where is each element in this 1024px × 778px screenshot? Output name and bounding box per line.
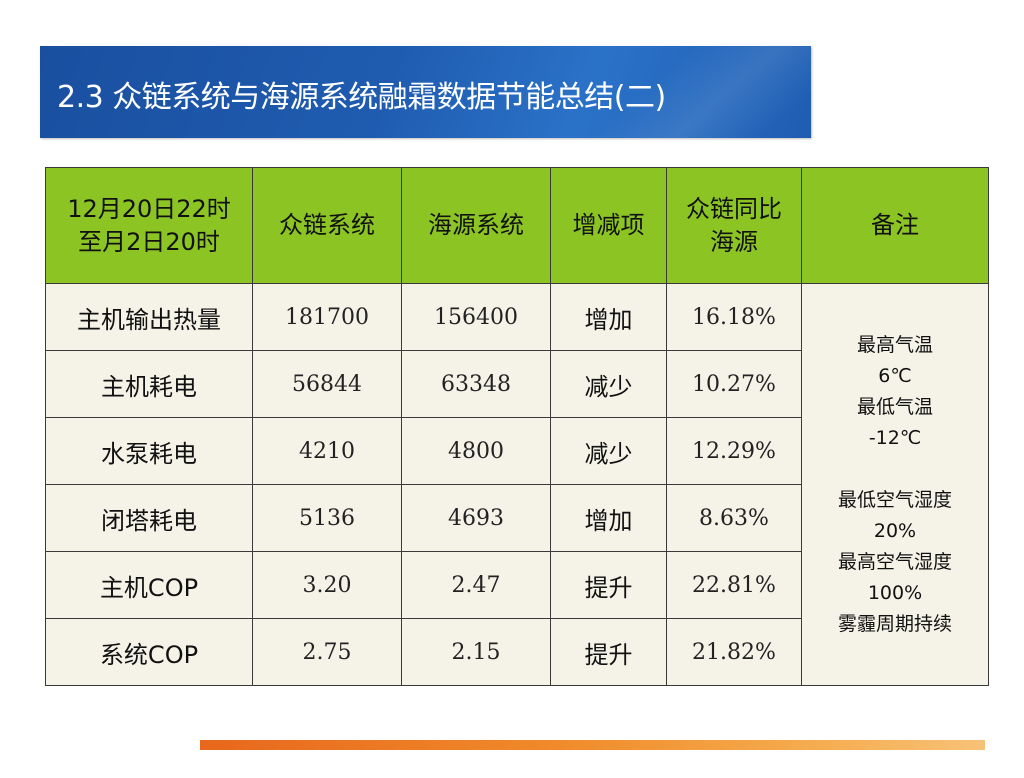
cell-ratio: 12.29% [666, 417, 802, 485]
note-line: 雾霾周期持续 [837, 612, 952, 635]
row-label: 主机耗电 [45, 350, 253, 418]
header-notes: 备注 [801, 167, 989, 284]
header-haiyuan: 海源系统 [401, 167, 551, 284]
cell-ratio: 22.81% [666, 551, 802, 619]
cell-haiyuan: 2.15 [401, 618, 551, 686]
cell-haiyuan: 2.47 [401, 551, 551, 619]
header-ratio-line1: 众链同比 [686, 194, 782, 223]
cell-change: 提升 [550, 618, 667, 686]
cell-haiyuan: 4800 [401, 417, 551, 485]
title-banner: 2.3 众链系统与海源系统融霜数据节能总结(二) [40, 46, 811, 138]
cell-zhonglian: 181700 [252, 283, 402, 351]
table-row: 系统COP 2.75 2.15 提升 21.82% [45, 618, 989, 686]
row-label: 主机COP [45, 551, 253, 619]
cell-change: 增加 [550, 283, 667, 351]
header-period: 12月20日22时 至月2日20时 [45, 167, 253, 284]
footer-accent-bar [200, 740, 985, 750]
header-ratio-line2: 海源 [710, 227, 758, 256]
table-row: 水泵耗电 4210 4800 减少 12.29% [45, 417, 989, 485]
note-line: 100% [867, 581, 923, 604]
header-change: 增减项 [550, 167, 667, 284]
note-line: 20% [873, 519, 917, 542]
cell-haiyuan: 63348 [401, 350, 551, 418]
row-label: 系统COP [45, 618, 253, 686]
note-spacer [802, 454, 988, 485]
note-line: 最高气温 [856, 333, 933, 356]
comparison-table: 12月20日22时 至月2日20时 众链系统 海源系统 增减项 众链同比 海源 … [45, 167, 989, 686]
notes-cell: 最高气温 6℃ 最低气温 -12℃ 最低空气湿度 20% 最高空气湿度 100%… [801, 283, 989, 686]
header-period-line2: 至月2日20时 [78, 227, 220, 256]
table-row: 主机COP 3.20 2.47 提升 22.81% [45, 551, 989, 619]
cell-ratio: 10.27% [666, 350, 802, 418]
note-line: 最低气温 [856, 395, 933, 418]
row-label: 水泵耗电 [45, 417, 253, 485]
table-row: 主机输出热量 181700 156400 增加 16.18% 最高气温 6℃ 最… [45, 283, 989, 686]
note-line: 最低空气湿度 [837, 488, 952, 511]
cell-ratio: 21.82% [666, 618, 802, 686]
note-line: 最高空气湿度 [837, 550, 952, 573]
cell-ratio: 8.63% [666, 484, 802, 552]
cell-change: 提升 [550, 551, 667, 619]
cell-zhonglian: 2.75 [252, 618, 402, 686]
page-title: 2.3 众链系统与海源系统融霜数据节能总结(二) [57, 80, 666, 115]
cell-haiyuan: 156400 [401, 283, 551, 351]
cell-zhonglian: 5136 [252, 484, 402, 552]
table-row: 主机耗电 56844 63348 减少 10.27% [45, 350, 989, 418]
cell-change: 增加 [550, 484, 667, 552]
cell-zhonglian: 3.20 [252, 551, 402, 619]
row-label: 主机输出热量 [45, 283, 253, 351]
row-label: 闭塔耗电 [45, 484, 253, 552]
cell-change: 减少 [550, 350, 667, 418]
cell-haiyuan: 4693 [401, 484, 551, 552]
note-line: -12℃ [868, 426, 922, 449]
header-zhonglian: 众链系统 [252, 167, 402, 284]
note-line: 6℃ [878, 364, 912, 387]
header-period-line1: 12月20日22时 [67, 194, 231, 223]
cell-zhonglian: 56844 [252, 350, 402, 418]
cell-change: 减少 [550, 417, 667, 485]
cell-ratio: 16.18% [666, 283, 802, 351]
cell-zhonglian: 4210 [252, 417, 402, 485]
table-header-row: 12月20日22时 至月2日20时 众链系统 海源系统 增减项 众链同比 海源 … [45, 167, 989, 284]
header-ratio: 众链同比 海源 [666, 167, 802, 284]
